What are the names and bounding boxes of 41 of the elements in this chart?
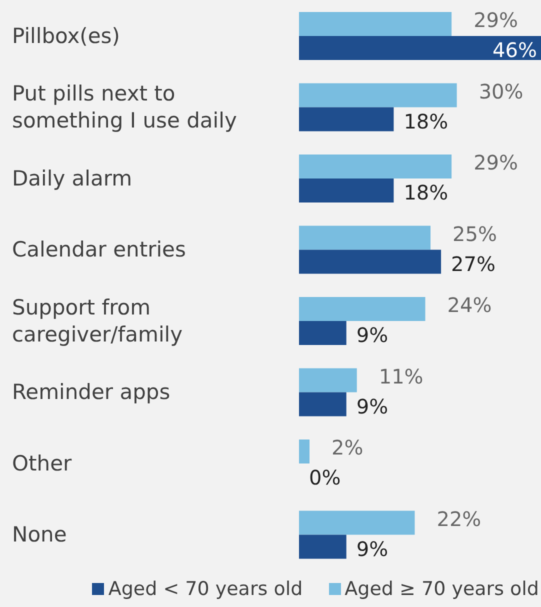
- bar: [299, 368, 357, 392]
- data-label: 46%: [492, 38, 537, 62]
- y-tick-label: Daily alarm: [12, 166, 132, 190]
- data-label: 2%: [332, 436, 364, 460]
- data-label: 24%: [447, 293, 492, 317]
- bar: [299, 297, 426, 321]
- legend-label: Aged ≥ 70 years old: [344, 578, 539, 600]
- data-label: 9%: [356, 536, 388, 561]
- data-label: 25%: [452, 222, 497, 246]
- data-label: 0%: [309, 466, 341, 490]
- bar: [299, 36, 541, 60]
- data-label: 9%: [356, 394, 388, 418]
- data-label: 30%: [478, 79, 524, 104]
- y-tick-label: Other: [12, 451, 72, 476]
- data-label: 18%: [404, 109, 448, 134]
- legend-label: Aged < 70 years old: [107, 578, 303, 600]
- bar: [299, 12, 452, 36]
- data-label: 29%: [474, 150, 518, 174]
- y-tick-label: None: [12, 522, 67, 547]
- y-tick-label: Put pills next to something I use daily: [12, 82, 237, 133]
- data-label: 11%: [378, 364, 424, 388]
- y-tick-label: Calendar entries: [12, 238, 186, 262]
- data-label: 22%: [436, 506, 482, 531]
- bar: [299, 510, 415, 535]
- data-label: 29%: [474, 8, 518, 32]
- bar: [299, 440, 310, 464]
- bar: [299, 178, 394, 202]
- bar: [299, 154, 452, 178]
- data-label: 27%: [451, 252, 496, 276]
- y-tick-label: Pillbox(es): [12, 24, 120, 48]
- y-tick-label: Reminder apps: [12, 380, 170, 404]
- bar: [299, 321, 346, 345]
- data-label: 18%: [404, 180, 448, 204]
- bar: [299, 392, 346, 416]
- bar: [299, 107, 394, 132]
- bar: [299, 83, 457, 108]
- bar: [299, 250, 442, 274]
- bar: [299, 226, 431, 250]
- data-label: 9%: [356, 323, 388, 347]
- y-tick-label: Support from caregiver/family: [12, 295, 183, 346]
- bar: [299, 534, 346, 559]
